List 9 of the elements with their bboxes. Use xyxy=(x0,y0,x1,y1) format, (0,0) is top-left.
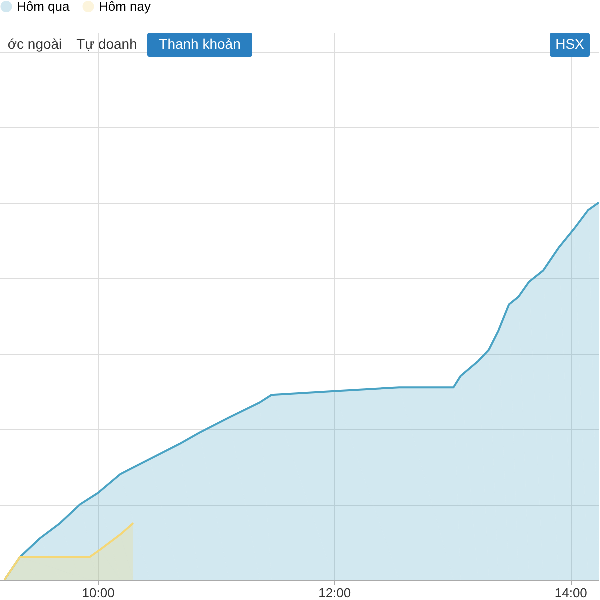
legend-label: Hôm nay xyxy=(99,0,152,14)
text: Thanh khoản xyxy=(159,36,241,52)
text: HSX xyxy=(556,36,586,52)
text: Tự doanh xyxy=(76,36,138,52)
x-tick-label: 10:00 xyxy=(82,586,115,600)
x-tick-label: 12:00 xyxy=(318,586,352,600)
text: ớc ngoài xyxy=(8,36,62,52)
x-tick-label: 14:00 xyxy=(554,586,588,600)
legend-label: Hôm qua xyxy=(17,0,71,14)
